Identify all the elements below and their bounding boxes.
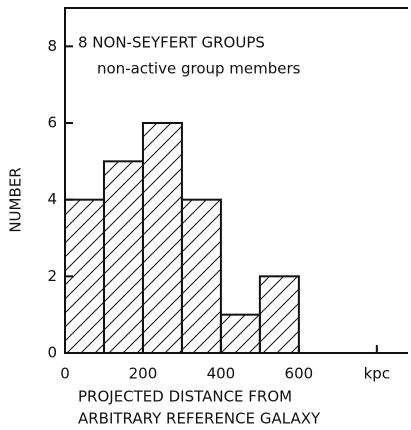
- bar: [180, 198, 222, 354]
- x-tick-label: 400: [207, 365, 236, 383]
- x-tick-label: 0: [60, 365, 70, 383]
- chart-subtitle: non-active group members: [97, 60, 301, 78]
- x-axis-label: ARBITRARY REFERENCE GALAXY: [78, 410, 321, 428]
- plot-frame: [64, 7, 408, 354]
- x-tick-label: 200: [129, 365, 158, 383]
- x-tick-label: 600: [285, 365, 314, 383]
- y-tick-label: 8: [47, 37, 57, 55]
- bar: [258, 275, 300, 355]
- x-tick-label: kpc: [364, 365, 390, 383]
- y-tick-label: 4: [47, 190, 57, 208]
- y-tick-label: 0: [47, 344, 57, 362]
- y-tick-label: 6: [47, 114, 57, 132]
- bar: [102, 160, 144, 354]
- chart-title: 8 NON-SEYFERT GROUPS: [78, 34, 265, 52]
- bar: [219, 313, 261, 354]
- y-tick-label: 2: [47, 267, 57, 285]
- x-axis-label: PROJECTED DISTANCE FROM: [78, 388, 292, 406]
- y-axis-label: NUMBER: [7, 167, 25, 232]
- bar: [141, 122, 183, 354]
